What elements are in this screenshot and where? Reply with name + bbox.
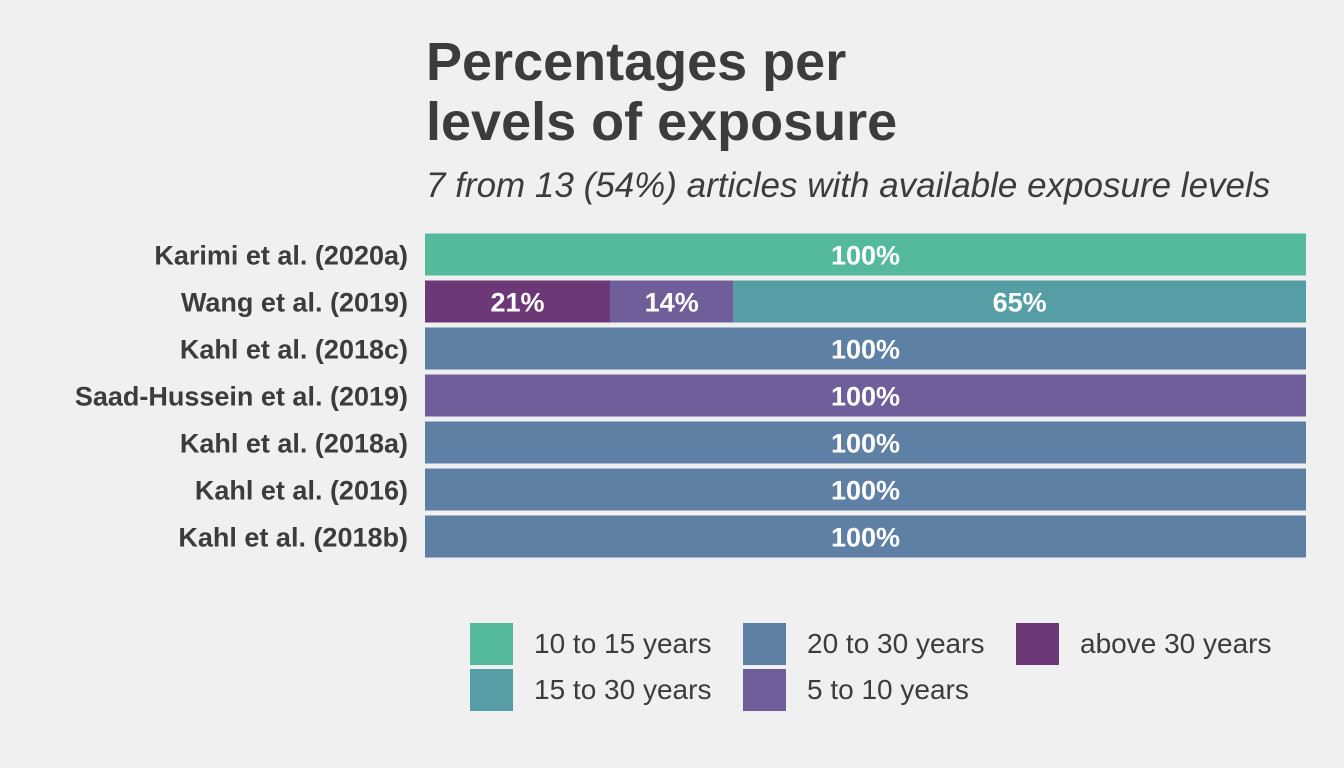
bar-segment [425, 327, 1306, 370]
legend-swatch [743, 623, 786, 665]
bar-segment [425, 374, 1306, 417]
legend-item: 15 to 30 years [470, 667, 743, 713]
stacked-bar-chart: Karimi et al. (2020a) 100% Wang et al. (20… [75, 233, 1306, 558]
bar-value-label: 100% [831, 241, 900, 271]
legend-item: 5 to 10 years [743, 667, 1016, 713]
bar-value-label: 100% [831, 382, 900, 412]
legend-swatch [470, 623, 513, 665]
bar-value-label: 21% [490, 288, 544, 318]
legend-label: above 30 years [1080, 628, 1272, 659]
row-label: Karimi et al. (2020a) [154, 241, 408, 271]
legend-label: 10 to 15 years [534, 628, 712, 659]
bar-value-label: 100% [831, 335, 900, 365]
bar-segment [425, 468, 1306, 511]
legend-swatch [743, 669, 786, 711]
bar-value-label: 100% [831, 523, 900, 553]
bar-value-label: 14% [645, 288, 699, 318]
legend-item: 10 to 15 years [470, 621, 743, 667]
row-label: Wang et al. (2019) [181, 288, 408, 318]
row-label: Kahl et al. (2018a) [180, 429, 408, 459]
bar-value-label: 65% [993, 288, 1047, 318]
chart-subtitle: 7 from 13 (54%) articles with available … [426, 166, 1271, 205]
legend-label: 15 to 30 years [534, 674, 712, 705]
chart-title-line-2: levels of exposure [426, 92, 898, 152]
legend-item: above 30 years [1016, 621, 1296, 667]
bar-segment [425, 421, 1306, 464]
legend-label: 20 to 30 years [807, 628, 985, 659]
chart-title: Percentages per levels of exposure [426, 32, 1326, 152]
bar-segment [425, 515, 1306, 558]
bar-segment [733, 280, 1306, 323]
bar-value-label: 100% [831, 429, 900, 459]
chart-legend: 10 to 15 years 15 to 30 years 20 to 30 yea… [470, 621, 1296, 713]
legend-label: 5 to 10 years [807, 674, 969, 705]
legend-swatch [470, 669, 513, 711]
row-label: Kahl et al. (2016) [195, 476, 408, 506]
legend-swatch [1016, 623, 1059, 665]
legend-item: 20 to 30 years [743, 621, 1016, 667]
bar-segment [425, 233, 1306, 276]
row-label: Kahl et al. (2018b) [178, 523, 408, 553]
row-label: Kahl et al. (2018c) [180, 335, 408, 365]
bar-value-label: 100% [831, 476, 900, 506]
chart-title-line-1: Percentages per [426, 32, 847, 92]
row-label: Saad-Hussein et al. (2019) [75, 382, 408, 412]
bar-segment [610, 280, 734, 323]
bar-segment [425, 280, 611, 323]
